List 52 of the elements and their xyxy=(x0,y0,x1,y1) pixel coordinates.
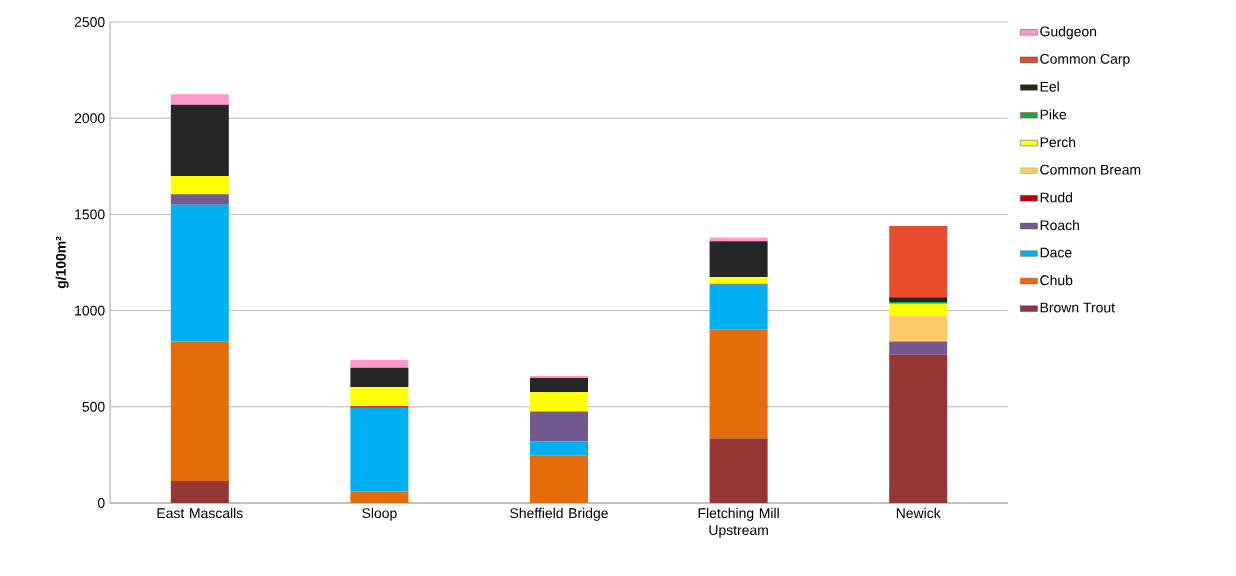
bar xyxy=(350,491,409,503)
bar xyxy=(889,316,948,342)
bar xyxy=(530,392,589,412)
bar xyxy=(350,386,409,407)
bar xyxy=(709,284,768,330)
x-tick-label: Sloop xyxy=(362,507,397,521)
legend-label: Rudd xyxy=(1040,192,1073,203)
bar xyxy=(889,225,948,298)
bar xyxy=(709,438,768,503)
bar xyxy=(530,441,589,456)
legend-label: Roach xyxy=(1040,219,1079,231)
legend-label: Common Bream xyxy=(1040,164,1141,175)
x-tick-label: Sheffield Bridge xyxy=(510,507,608,521)
legend-label: Perch xyxy=(1040,136,1076,148)
bar xyxy=(889,297,948,302)
legend-label: Pike xyxy=(1040,109,1067,120)
y-tick-label: 2000 xyxy=(74,113,105,124)
x-tick-label: East Mascalls xyxy=(157,507,243,519)
bar xyxy=(530,411,589,442)
y-tick-label: 2500 xyxy=(74,17,105,27)
bar xyxy=(709,276,768,284)
y-tick-label: 0 xyxy=(97,498,105,508)
bar xyxy=(170,194,229,205)
bar xyxy=(350,367,409,387)
bar xyxy=(889,303,948,317)
legend-label: Dace xyxy=(1040,247,1072,258)
legend-label: Chub xyxy=(1040,274,1073,286)
bar xyxy=(350,360,409,368)
bar xyxy=(170,341,229,481)
bar xyxy=(889,354,948,503)
bar xyxy=(170,94,229,105)
bar xyxy=(889,341,948,355)
bar xyxy=(170,104,229,176)
y-tick-label: 1000 xyxy=(75,305,105,316)
bar xyxy=(709,241,768,277)
y-axis-title: g/100m² xyxy=(55,236,69,289)
x-tick-label: Fletching Mill Upstream xyxy=(698,507,779,538)
bar xyxy=(170,175,229,195)
bar xyxy=(170,480,229,503)
y-tick-label: 1500 xyxy=(75,209,105,220)
legend-label: Common Carp xyxy=(1040,53,1130,67)
bar xyxy=(709,237,768,242)
y-tick-label: 500 xyxy=(82,401,105,412)
legend-label: Eel xyxy=(1040,81,1059,92)
bar xyxy=(709,329,768,439)
legend-label: Gudgeon xyxy=(1040,26,1097,40)
legend-label: Brown Trout xyxy=(1040,302,1115,313)
x-tick-label: Newick xyxy=(896,507,941,519)
bar xyxy=(530,377,589,393)
bar xyxy=(170,204,229,342)
bar xyxy=(350,407,409,492)
bar xyxy=(530,455,589,503)
